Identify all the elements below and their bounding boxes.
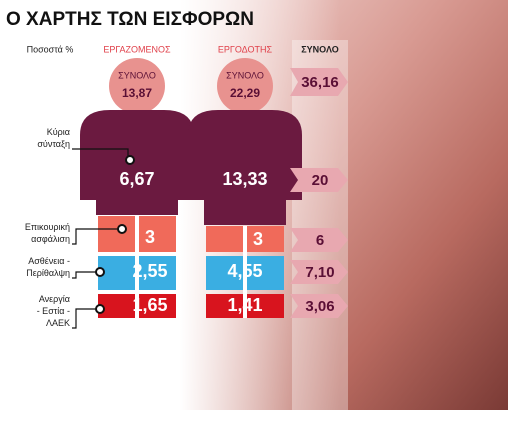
head [217, 58, 273, 114]
row-label: Ασθένεια -Περίθαλψη [26, 256, 70, 278]
total-value: 7,10 [305, 264, 334, 281]
total-arrow [290, 260, 348, 284]
head-label: ΣΥΝΟΛΟ [118, 70, 156, 80]
leader-dot [95, 267, 105, 277]
employer-value: 4,55 [227, 261, 262, 281]
leader-dot [95, 304, 105, 314]
leg-gap [135, 216, 139, 318]
total-arrow [290, 228, 348, 252]
employee-value: 2,55 [132, 261, 167, 281]
total-value: 20 [312, 172, 329, 189]
total-arrow [290, 168, 348, 192]
leg-gap [243, 226, 247, 318]
employer-figure [188, 58, 302, 318]
head [109, 58, 165, 114]
header: Ποσοστά % [27, 44, 74, 54]
total-arrow [290, 294, 348, 318]
employee-value: 6,67 [119, 169, 154, 189]
total-value: 6 [316, 232, 324, 249]
leader-line [72, 271, 100, 279]
row-label: Επικουρική ασφάλιση [25, 222, 70, 244]
row-label: Ανεργία - Εστία -ΛΑΕΚ [37, 294, 70, 328]
head-label: ΣΥΝΟΛΟ [226, 70, 264, 80]
employee-value: 1,65 [132, 295, 167, 315]
head-value: 13,87 [122, 86, 152, 100]
head-value: 22,29 [230, 86, 260, 100]
leader-line [72, 308, 100, 329]
employee-value: 3 [145, 227, 155, 247]
leader-dot [117, 224, 127, 234]
employer-value: 1,41 [227, 295, 262, 315]
leader-line [72, 228, 122, 245]
total-value: 36,16 [301, 74, 339, 91]
header: ΕΡΓΑΖΟΜΕΝΟΣ [103, 44, 171, 54]
total-column [292, 40, 348, 410]
header: ΣΥΝΟΛΟ [301, 44, 338, 54]
employer-value: 13,33 [222, 169, 267, 189]
row-label: Κύρια σύνταξη [37, 127, 70, 149]
rows: Κύρια σύνταξη 6,67 13,33 20 Επικουρική ασφάλισ… [25, 127, 348, 329]
total-arrow [290, 68, 348, 96]
header: ΕΡΓΟΔΟΤΗΣ [218, 44, 273, 54]
leader-dot [125, 155, 135, 165]
total-value: 3,06 [305, 298, 334, 315]
torso [80, 110, 194, 215]
employer-value: 3 [253, 229, 263, 249]
employee-figure [80, 58, 194, 318]
title: Ο ΧΑΡΤΗΣ ΤΩΝ ΕΙΣΦΟΡΩΝ [6, 9, 254, 30]
torso [188, 110, 302, 225]
